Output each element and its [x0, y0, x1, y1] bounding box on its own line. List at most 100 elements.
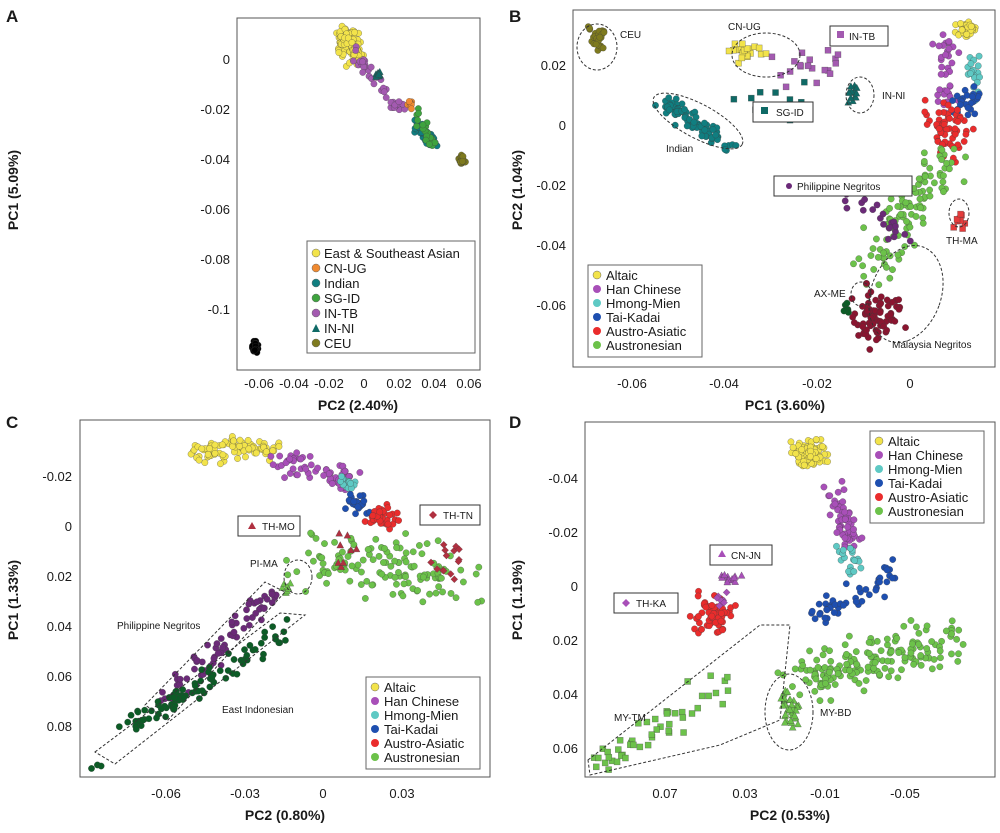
data-point-in-tb — [834, 51, 842, 58]
data-point-my-tm — [663, 710, 671, 717]
data-point-austro-asiatic — [935, 109, 943, 117]
legend-label: Hmong-Mien — [888, 462, 962, 477]
data-point-th-mo — [343, 531, 352, 539]
data-point-philippine-negritos — [861, 196, 869, 203]
data-point-philippine-negritos — [176, 675, 184, 683]
annotation-ceu: CEU — [620, 30, 641, 41]
data-point-hmong-mien — [846, 544, 854, 552]
data-point-austronesian — [475, 563, 483, 571]
data-point-hmong-mien — [974, 62, 982, 70]
legend-marker — [371, 697, 379, 705]
data-point-in-tb — [370, 80, 378, 88]
x-tick-label: 0.03 — [732, 786, 757, 801]
data-point-altaic — [792, 450, 800, 458]
data-point-east-indonesian — [272, 635, 280, 643]
annotation-indian: Indian — [666, 144, 693, 155]
data-point-th-tn — [455, 545, 463, 554]
data-point-austronesian — [426, 590, 434, 598]
data-point-philippine-negritos — [198, 658, 206, 666]
data-point-east-indonesian — [141, 706, 149, 714]
data-point-th-mo — [352, 544, 361, 553]
data-point-austronesian — [906, 223, 914, 231]
data-point-cn-ug — [407, 105, 415, 113]
data-point-han-chinese — [294, 471, 301, 479]
legend-label: Altaic — [606, 268, 638, 283]
data-point-my-tm — [694, 704, 701, 712]
data-point-austronesian — [338, 548, 346, 556]
data-point-han-chinese — [834, 488, 842, 496]
data-point-east-southeast-asian-main-band — [351, 28, 358, 36]
data-point-east-indonesian — [195, 695, 203, 702]
data-point-austro-asiatic — [686, 612, 694, 620]
data-point-han-chinese — [838, 477, 846, 485]
data-point-in-tb — [382, 94, 390, 102]
annotation-box — [773, 175, 913, 197]
annotations: CN-JN TH-KA MY-TM MY-BD — [613, 544, 851, 724]
data-point-malaysia-negritos — [895, 305, 903, 313]
data-point-my-tm — [724, 687, 732, 694]
legend-marker — [311, 308, 321, 318]
y-tick-label: -0.06 — [536, 298, 566, 313]
data-point-my-tm — [636, 743, 644, 751]
data-point-austronesian — [375, 552, 383, 560]
legend-label: Tai-Kadai — [384, 722, 438, 737]
legend-label: Austronesian — [888, 504, 964, 519]
legend-label: Hmong-Mien — [384, 708, 458, 723]
data-point-indian — [712, 131, 720, 139]
legend-marker — [312, 324, 320, 332]
data-point-austro-asiatic — [393, 509, 401, 517]
data-point-austronesian — [843, 650, 850, 658]
data-point-austronesian — [826, 647, 833, 655]
data-point-altaic — [957, 20, 965, 27]
annotation-box — [613, 592, 679, 614]
data-point-th-ma — [957, 210, 964, 218]
y-axis-title: PC2 (1.04%) — [509, 150, 525, 230]
data-point-east-indonesian — [197, 677, 205, 685]
data-point-east-indonesian — [208, 673, 216, 681]
legend-marker — [371, 753, 379, 761]
data-point-altaic — [812, 455, 820, 463]
x-axis-title: PC2 (0.53%) — [750, 807, 830, 823]
data-point-han-chinese — [946, 82, 954, 90]
x-axis: -0.06 -0.03 0 0.03 PC2 (0.80%) — [151, 786, 414, 823]
legend-marker — [875, 465, 883, 473]
data-point-philippine-negritos — [901, 230, 909, 238]
data-point-east-indonesian — [169, 693, 177, 701]
data-point-austro-asiatic — [962, 130, 970, 138]
data-point-han-chinese — [269, 461, 277, 469]
data-point-philippine-negritos — [204, 641, 211, 649]
data-point-east-indonesian — [180, 694, 187, 701]
data-point-austro-asiatic — [708, 601, 716, 609]
annotation-marker — [718, 550, 726, 557]
legend-label: Indian — [324, 276, 359, 291]
data-point-austronesian — [806, 666, 814, 674]
data-point-austronesian — [319, 560, 327, 568]
data-point-austronesian — [323, 579, 331, 587]
annotation-box — [419, 504, 481, 526]
legend-marker — [593, 285, 601, 293]
data-point-han-chinese — [955, 49, 963, 57]
data-point-austronesian — [415, 542, 423, 549]
data-point-austronesian — [948, 617, 956, 625]
data-point-malaysia-negritos — [902, 324, 909, 332]
data-point-hmong-mien — [347, 480, 355, 487]
annotation-my-tm: MY-TM — [614, 713, 646, 724]
data-point-austronesian — [791, 665, 799, 673]
x-tick-label: -0.02 — [314, 376, 344, 391]
data-point-indian — [690, 118, 698, 126]
data-point-han-chinese — [938, 63, 946, 71]
y-tick-label: 0.06 — [553, 741, 578, 756]
y-tick-label: 0.02 — [541, 58, 566, 73]
x-tick-label: 0 — [319, 786, 326, 801]
data-point-philippine-negritos — [252, 609, 260, 617]
data-point-tai-kadai — [862, 585, 870, 593]
x-axis: 0.07 0.03 -0.01 -0.05 PC2 (0.53%) — [652, 786, 919, 823]
y-tick-label: -0.02 — [536, 178, 566, 193]
cluster-outline — [868, 245, 944, 343]
data-point-austronesian — [897, 210, 905, 218]
data-point-malaysia-negritos — [877, 300, 885, 307]
annotation-east-indonesian: East Indonesian — [222, 705, 294, 716]
data-point-austronesian — [889, 266, 896, 274]
data-point-austronesian — [799, 662, 807, 669]
data-point-east-indonesian — [283, 615, 291, 623]
